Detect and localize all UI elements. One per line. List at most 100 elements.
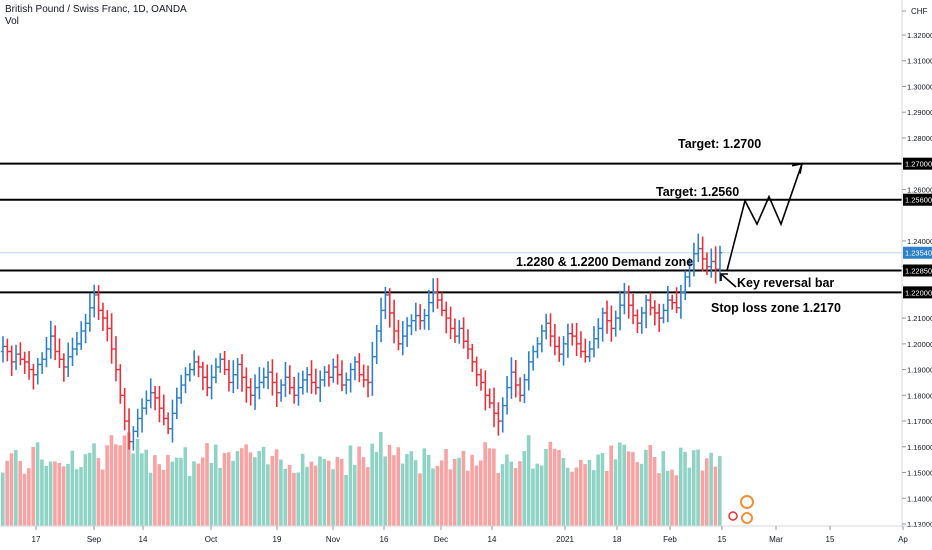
volume-bar [704, 458, 709, 526]
price-bar [387, 288, 392, 328]
event-markers-icon[interactable] [728, 495, 754, 524]
price-bar [304, 367, 310, 393]
price-bar [370, 341, 375, 396]
volume-bar [205, 443, 209, 526]
price-bar [44, 336, 49, 368]
price-bar [96, 285, 101, 321]
price-bar [409, 314, 414, 335]
level-badge [903, 193, 932, 206]
price-bar [165, 412, 171, 435]
price-bar [439, 292, 445, 317]
price-bar [131, 426, 136, 451]
volume-bar [296, 472, 301, 526]
price-bar [348, 363, 353, 393]
price-bar [465, 329, 471, 360]
price-bar [35, 358, 40, 385]
price-bar [192, 350, 197, 376]
price-bar [57, 338, 62, 369]
price-bar [339, 360, 345, 392]
volume-bar [496, 472, 500, 526]
volume-bar [248, 452, 253, 526]
volume-bar [500, 464, 505, 526]
price-bar [48, 320, 53, 359]
price-bar [365, 365, 371, 398]
volume-bar [318, 456, 322, 526]
volume-bar [713, 466, 718, 526]
volume-bar [122, 435, 127, 526]
volume-bar [531, 468, 535, 526]
volume-bar [83, 454, 88, 526]
volume-bar [266, 464, 270, 526]
volume-bar [526, 435, 531, 526]
y-tick-label: 1.20000 [907, 340, 932, 349]
price-bar [278, 379, 284, 402]
price-bar [61, 353, 67, 382]
volume-bar [652, 456, 657, 526]
volume-bar [487, 448, 492, 526]
y-tick-label: 1.26000 [907, 185, 932, 194]
price-bar [105, 310, 110, 342]
volume-bar [48, 461, 53, 526]
annotations-layer: Target: 1.2700 Target: 1.2560 1.2280 & 1.2… [516, 137, 841, 524]
volume-bar [379, 432, 383, 526]
price-bar [5, 338, 10, 362]
volume-bar [179, 457, 183, 526]
x-tick-label: 14 [139, 535, 148, 544]
price-bar [357, 353, 362, 383]
volume-bar [591, 470, 596, 526]
volume-bar [305, 466, 309, 526]
bars-layer [0, 233, 723, 451]
price-bar [187, 363, 193, 382]
volume-bar [370, 443, 374, 526]
price-bar [535, 337, 540, 359]
price-axis[interactable]: CHF 1.32000 1.31000 1.30000 1.29000 1.28000 1.… [901, 0, 932, 529]
price-bar [296, 372, 301, 406]
price-bar [587, 340, 592, 362]
price-bar [235, 358, 240, 390]
volume-bar [287, 464, 292, 526]
volume-bar [357, 446, 361, 526]
volume-bar [613, 459, 618, 526]
volume-bar [392, 455, 396, 526]
price-bar [491, 387, 497, 428]
price-bar [391, 299, 397, 344]
volume-bar [283, 468, 288, 526]
time-axis[interactable]: 17 Sep 14 Oct 19 Nov 16 Dec 14 2021 18 Feb 15 Mar 15 Ap [0, 525, 932, 544]
volume-bar [461, 450, 466, 526]
chart-annotation: Key reversal bar [737, 276, 834, 290]
volume-bar [631, 452, 635, 526]
volume-bar [66, 463, 70, 526]
y-tick-label: 1.30000 [907, 82, 932, 91]
volume-bar [470, 454, 474, 526]
level-badge [903, 157, 932, 170]
chart-header: British Pound / Swiss Franc, 1D, OANDA V… [5, 4, 187, 28]
volume-bar [235, 451, 240, 526]
projection-path [726, 163, 803, 271]
x-tick-label: 16 [380, 535, 389, 544]
price-bar [404, 317, 410, 347]
volume-bar [452, 459, 457, 526]
volume-bar [509, 461, 514, 526]
volume-bar [522, 451, 527, 526]
volume-bar [244, 444, 248, 526]
pointer-arrowhead [720, 273, 728, 281]
volume-bar [474, 465, 479, 526]
price-bar [157, 385, 162, 423]
price-bar [70, 337, 75, 366]
price-bar [652, 300, 658, 326]
volume-bar [696, 449, 700, 526]
y-tick-label: 1.28000 [907, 134, 932, 143]
price-bar [313, 368, 319, 395]
price-bar [135, 408, 140, 438]
price-bar [478, 368, 484, 391]
volume-bar [383, 456, 387, 526]
volume-bar [600, 453, 605, 526]
volume-bar [431, 468, 435, 526]
price-bar [609, 305, 614, 342]
price-bar [713, 246, 718, 284]
volume-bar [192, 461, 196, 526]
price-bar [444, 301, 449, 334]
price-bar [704, 252, 710, 276]
volume-bar [105, 445, 109, 526]
